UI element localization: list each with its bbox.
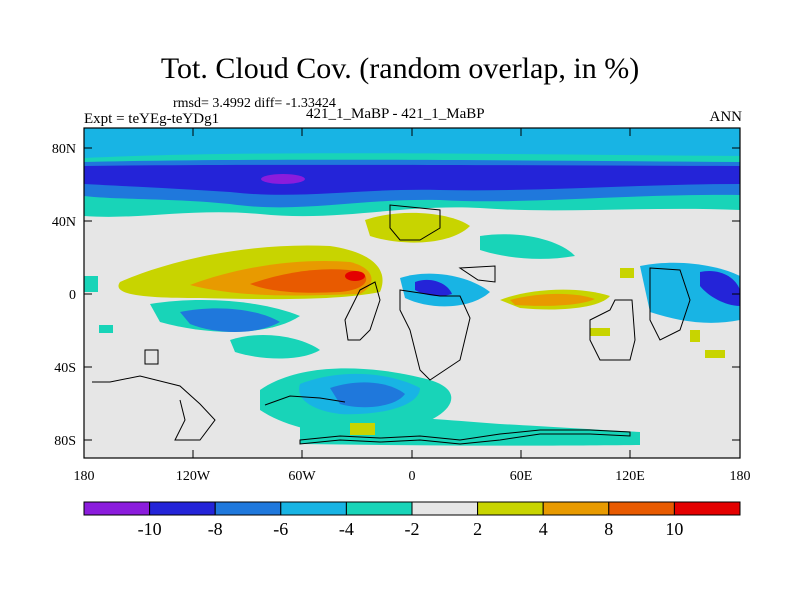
colorbar-label: 2 [473,519,482,539]
strong-negative-band [84,164,740,195]
lon-label-60e: 60E [510,469,533,484]
lon-tick-marks [83,128,741,458]
lon-label-120w: 120W [176,469,211,484]
colorbar-label: -4 [339,519,354,539]
colorbar-label: -10 [138,519,162,539]
colorbar-swatch [542,501,610,516]
lon-label-60w: 60W [288,469,316,484]
case-label: 421_1_MaBP - 421_1_MaBP [306,106,485,122]
colorbar-labels: -10 -8 -6 -4 -2 2 4 8 10 [138,519,684,539]
experiment-label: Expt = teYEg-teYDg1 [84,111,220,127]
map-title: Tot. Cloud Cov. (random overlap, in %) [160,52,640,85]
colorbar [83,501,741,516]
lon-label-180e: 180 [730,469,751,484]
colorbar-swatch [411,501,479,516]
colorbar-swatch [280,501,347,516]
colorbar-swatch [83,501,151,516]
colorbar-label: -8 [208,519,223,539]
stats-label: rmsd= 3.4992 diff= -1.33424 [173,96,336,111]
lat-label-80s: 80S [54,434,76,449]
colorbar-swatch [477,501,544,516]
min-spot [261,174,305,184]
colorbar-label: 4 [539,519,548,539]
lat-tick-marks [84,147,740,441]
colorbar-label: -6 [273,519,288,539]
lat-label-40n: 40N [52,215,76,230]
colorbar-swatch [149,501,216,516]
lon-label-180w: 180 [74,469,95,484]
coastlines [92,204,691,445]
colorbar-label: -2 [405,519,420,539]
lon-label-0: 0 [409,469,416,484]
colorbar-swatch [214,501,282,516]
season-label: ANN [709,109,743,125]
lat-label-0: 0 [69,288,76,303]
colorbar-swatch [673,501,741,516]
colorbar-swatch [608,501,675,516]
lat-label-40s: 40S [54,361,76,376]
colorbar-swatch [345,501,413,516]
map-field [84,128,740,458]
colorbar-label: 8 [604,519,613,539]
lat-label-80n: 80N [52,142,76,157]
lon-label-120e: 120E [615,469,645,484]
colorbar-label: 10 [665,519,683,539]
